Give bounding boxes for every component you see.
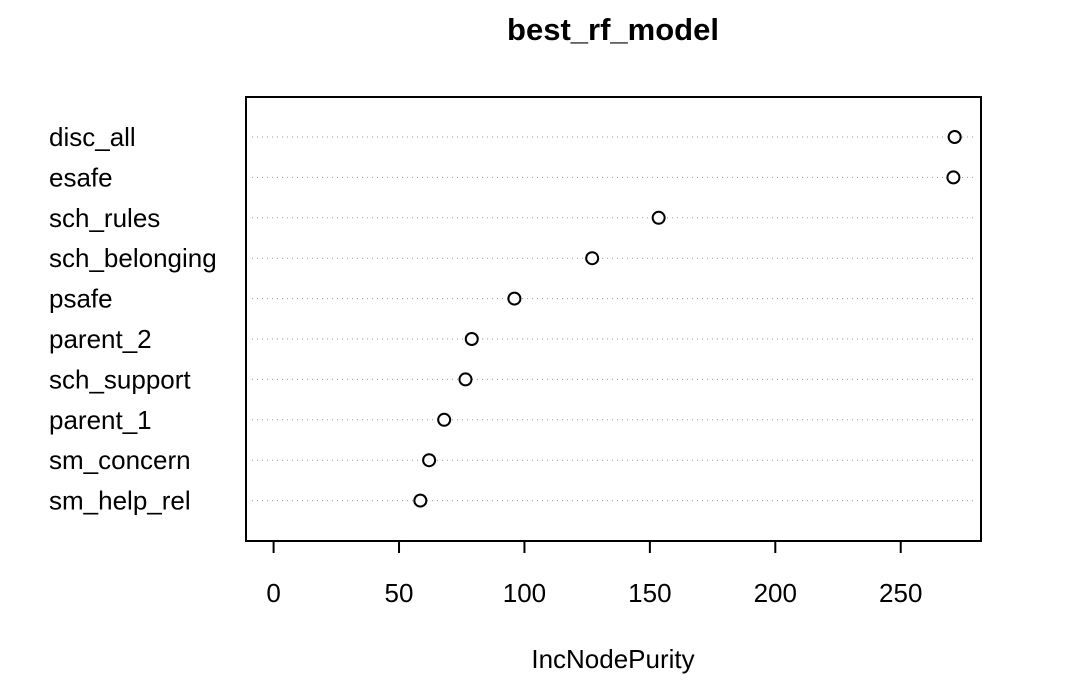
category-label: sch_support xyxy=(49,364,191,394)
x-axis-label: IncNodePurity xyxy=(531,644,694,674)
x-tick-label: 50 xyxy=(385,578,414,608)
category-label: parent_2 xyxy=(49,324,152,354)
category-label: sm_help_rel xyxy=(49,486,191,516)
gridlines xyxy=(252,136,975,502)
data-point xyxy=(437,412,452,427)
data-point xyxy=(946,170,961,185)
category-label: psafe xyxy=(49,284,113,314)
x-tick-label: 100 xyxy=(503,578,546,608)
x-tick-label: 250 xyxy=(879,578,922,608)
data-point xyxy=(585,251,600,266)
x-axis: 0 50 100 150 200 250 xyxy=(266,540,922,608)
x-tick-label: 200 xyxy=(754,578,797,608)
data-point xyxy=(651,210,666,225)
category-label: sch_rules xyxy=(49,203,160,233)
data-point xyxy=(464,332,479,346)
category-label: parent_1 xyxy=(49,405,152,435)
data-point xyxy=(413,493,428,508)
category-label: sch_belonging xyxy=(49,243,217,273)
x-tick-label: 0 xyxy=(266,578,280,608)
x-tick-label: 150 xyxy=(628,578,671,608)
plot-frame xyxy=(245,96,982,542)
chart-title: best_rf_model xyxy=(507,12,719,47)
category-label: sm_concern xyxy=(49,445,191,475)
category-label: disc_all xyxy=(49,122,136,152)
category-label: esafe xyxy=(49,162,113,192)
data-point xyxy=(458,372,473,387)
data-point xyxy=(422,453,437,468)
data-points xyxy=(413,130,962,508)
data-point xyxy=(947,130,962,144)
data-point xyxy=(507,291,522,306)
